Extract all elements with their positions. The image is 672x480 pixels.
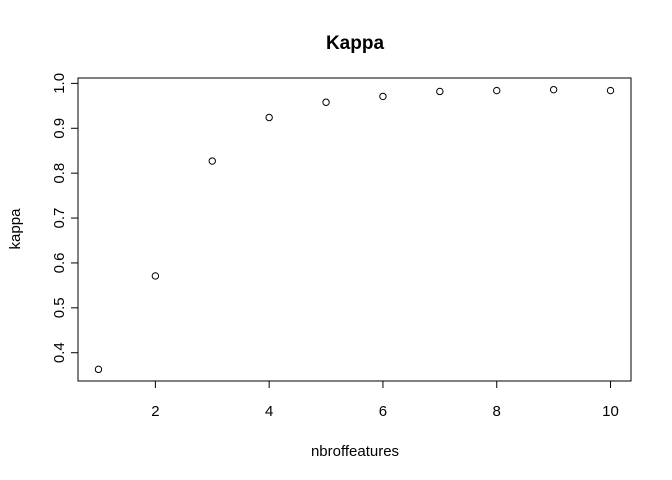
data-point: [151, 272, 160, 280]
data-point: [379, 92, 387, 101]
y-tick-label: 0.9: [51, 118, 68, 139]
data-point: [94, 365, 103, 374]
data-point: [606, 86, 615, 95]
x-tick-label: 4: [265, 403, 273, 420]
y-tick-label: 0.4: [51, 342, 68, 363]
x-axis-label: nbroffeatures: [311, 443, 399, 460]
y-axis-label: kappa: [7, 208, 24, 250]
y-tick-label: 0.7: [51, 208, 68, 229]
data-point: [322, 98, 330, 106]
y-tick-label: 1.0: [51, 73, 68, 94]
y-tick-label: 0.5: [51, 297, 68, 318]
x-axis: 2 4 6 8 10: [151, 380, 619, 420]
data-point: [265, 113, 273, 122]
x-tick-label: 2: [151, 403, 159, 420]
data-point: [208, 157, 216, 165]
y-tick-label: 0.8: [51, 163, 68, 184]
data-points: [94, 85, 615, 374]
x-tick-label: 10: [602, 403, 619, 420]
data-point: [436, 87, 444, 96]
data-point: [493, 86, 501, 95]
plot-border: [77, 77, 632, 382]
x-tick-label: 6: [379, 403, 387, 420]
x-tick-label: 8: [493, 403, 501, 420]
data-point: [549, 85, 558, 94]
y-axis: 0.4 0.5 0.6 0.7 0.8 0.9 1.0: [51, 73, 79, 363]
y-tick-label: 0.6: [51, 253, 68, 274]
chart-title: Kappa: [326, 33, 385, 54]
